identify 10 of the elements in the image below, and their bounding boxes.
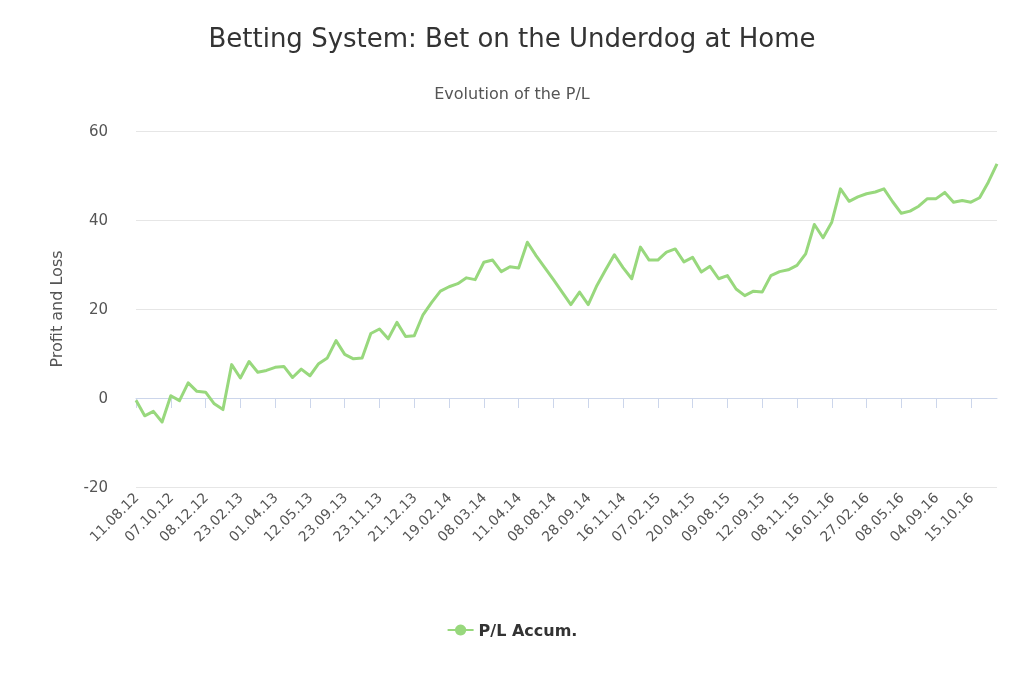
y-tick-label: 60	[88, 122, 108, 140]
y-tick-label: -20	[83, 478, 108, 496]
y-tick-label: 40	[88, 211, 108, 229]
y-axis-title: Profit and Loss	[46, 250, 66, 368]
y-tick-label: 0	[98, 389, 108, 407]
y-tick-label: 20	[88, 300, 108, 318]
line-series	[134, 162, 999, 424]
legend-label: P/L Accum.	[478, 620, 578, 640]
chart-subtitle: Evolution of the P/L	[434, 83, 590, 103]
chart-title: Betting System: Bet on the Underdog at Home	[208, 23, 816, 53]
